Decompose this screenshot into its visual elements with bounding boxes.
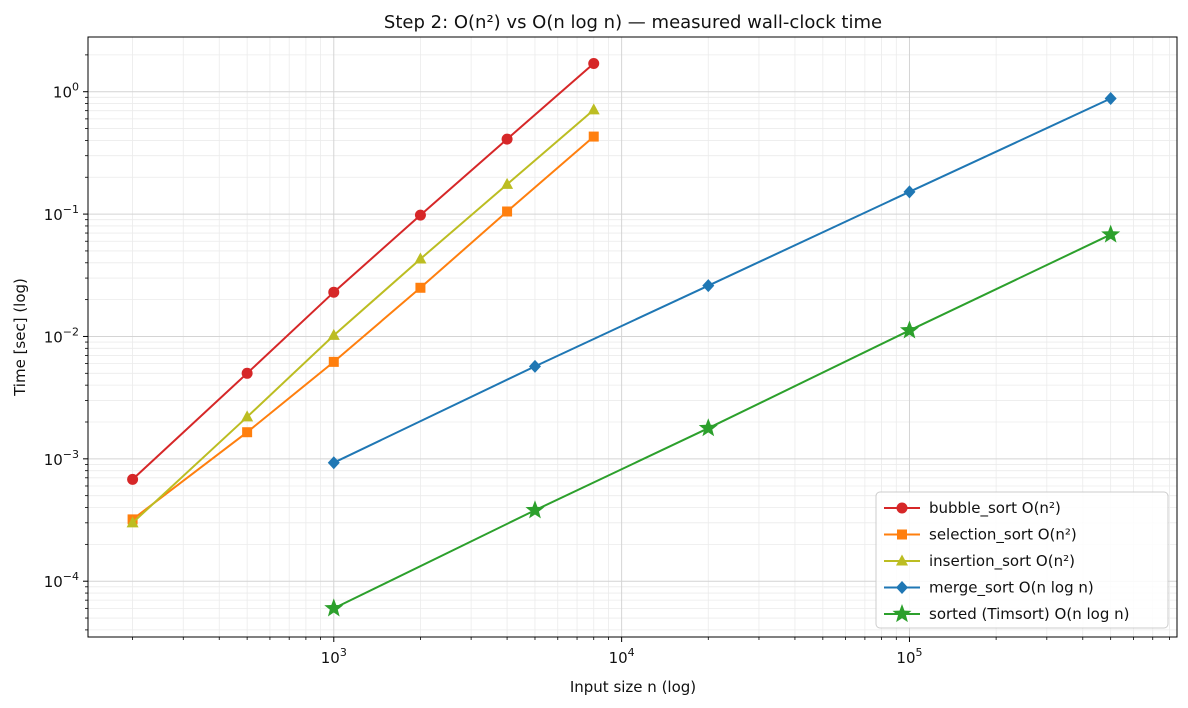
plot-frame (87, 36, 1178, 638)
y-axis-label: Time [sec] (log) (11, 278, 29, 397)
x-tick-label: 104 (609, 646, 635, 667)
data-point (414, 252, 427, 264)
data-point (327, 328, 340, 340)
data-point (587, 103, 600, 115)
legend-entry: bubble_sort O(n²) (884, 499, 1061, 518)
legend-entry: insertion_sort O(n²) (884, 552, 1075, 571)
data-point (415, 282, 426, 293)
legend: bubble_sort O(n²) selection_sort O(n²) ins… (875, 491, 1169, 629)
legend-label: bubble_sort O(n²) (929, 499, 1061, 518)
legend-marker (896, 581, 908, 594)
legend-entry: selection_sort O(n²) (884, 526, 1077, 545)
y-tick-label: 10−4 (44, 570, 79, 591)
y-tick-label: 10−2 (44, 325, 79, 346)
y-tick-label: 100 (53, 81, 79, 102)
legend-label: insertion_sort O(n²) (929, 552, 1075, 571)
series-3 (126, 103, 600, 528)
series-layer (126, 58, 1121, 617)
data-point (501, 133, 513, 145)
data-point (501, 177, 514, 189)
data-point (528, 359, 541, 373)
legend-entry: merge_sort O(n log n) (884, 579, 1094, 598)
legend-marker (897, 529, 907, 540)
data-point (588, 58, 600, 70)
series-1 (127, 58, 600, 485)
series-line (131, 62, 595, 481)
legend-label: merge_sort O(n log n) (929, 579, 1094, 598)
data-point (126, 516, 139, 528)
ticks-layer: 103 104 105 100 10−1 10−2 10−3 10−4 (44, 54, 1170, 667)
data-point (899, 320, 919, 339)
legend-marker (892, 604, 912, 623)
data-point (702, 279, 715, 293)
data-point (127, 473, 139, 485)
data-point (588, 131, 599, 142)
data-point (242, 427, 253, 438)
y-tick-label: 10−1 (44, 203, 79, 224)
y-tick-label: 10−3 (44, 448, 79, 469)
data-point (327, 456, 340, 470)
legend-label: selection_sort O(n²) (929, 526, 1077, 545)
data-point (241, 410, 254, 422)
series-4 (327, 92, 1117, 470)
x-axis-label: Input size n (log) (570, 678, 696, 696)
legend-marker (896, 554, 908, 566)
data-point (328, 286, 340, 298)
data-point (241, 367, 253, 379)
data-point (324, 598, 344, 617)
legend-label: sorted (Timsort) O(n log n) (929, 605, 1129, 623)
legend-marker (896, 502, 908, 514)
series-line (131, 109, 595, 524)
series-5 (324, 224, 1121, 617)
data-point (502, 206, 513, 217)
series-line (131, 135, 595, 521)
data-point (525, 500, 545, 519)
legend-entry: sorted (Timsort) O(n log n) (884, 604, 1129, 623)
data-point (698, 418, 718, 437)
legend-box (875, 491, 1169, 629)
chart-title: Step 2: O(n²) vs O(n log n) — measured w… (384, 12, 882, 33)
data-point (1104, 92, 1117, 106)
data-point (328, 356, 339, 367)
x-tick-label: 103 (321, 646, 347, 667)
data-point (414, 209, 426, 221)
data-point (1101, 224, 1121, 243)
x-tick-label: 105 (896, 646, 922, 667)
data-point (903, 185, 916, 199)
